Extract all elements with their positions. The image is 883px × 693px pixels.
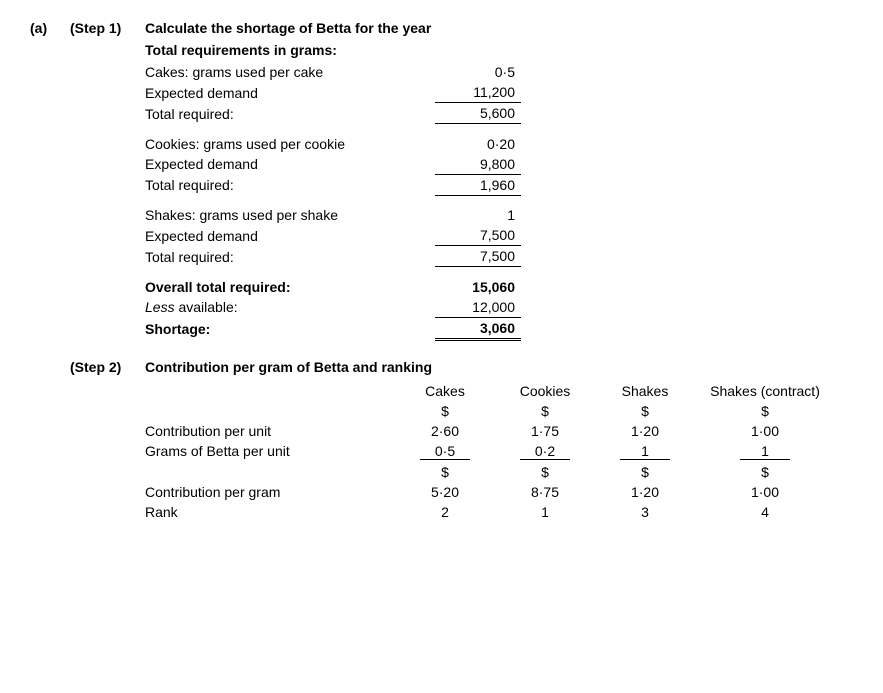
part-label: (a) <box>30 20 70 36</box>
table-row: Shortage: 3,060 <box>145 317 521 339</box>
table-row: Overall total required: 15,060 <box>145 277 521 297</box>
step1-header-row: (a) (Step 1) Calculate the shortage of B… <box>30 20 853 36</box>
cell-value: 1·00 <box>695 482 835 502</box>
cell-label: Total required: <box>145 103 435 124</box>
col-header: Cakes <box>395 381 495 401</box>
cpu-row: Contribution per unit 2·60 1·75 1·20 1·0… <box>145 421 835 441</box>
table-row: Total required: 7,500 <box>145 246 521 267</box>
currency-symbol: $ <box>595 462 695 482</box>
cell-value: 8·75 <box>495 482 595 502</box>
step1-requirements-title: Total requirements in grams: <box>145 42 853 58</box>
rank-row: Rank 2 1 3 4 <box>145 502 835 522</box>
row-label: Rank <box>145 502 395 522</box>
table-row: Expected demand 11,200 <box>145 82 521 103</box>
less-available-label: Less available: <box>145 297 435 318</box>
currency-symbol: $ <box>395 401 495 421</box>
step1-body-row: Total requirements in grams: Cakes: gram… <box>30 36 853 341</box>
cell-value: 7,500 <box>435 246 521 267</box>
step2-label: (Step 2) <box>70 359 145 375</box>
cell-value: 2 <box>395 502 495 522</box>
currency-symbol: $ <box>395 462 495 482</box>
gpu-row: Grams of Betta per unit 0·5 0·2 1 1 <box>145 441 835 462</box>
cell-value: 0·20 <box>435 134 521 154</box>
currency-row: $ $ $ $ <box>145 401 835 421</box>
cell-value: 1 <box>740 443 790 460</box>
cell-value: 1·20 <box>595 421 695 441</box>
row-label: Contribution per gram <box>145 482 395 502</box>
step2-title: Contribution per gram of Betta and ranki… <box>145 359 853 375</box>
currency-symbol: $ <box>595 401 695 421</box>
cell-label: Expected demand <box>145 82 435 103</box>
step1-label: (Step 1) <box>70 20 145 36</box>
cell-value: 5,600 <box>435 103 521 124</box>
table-row: Shakes: grams used per shake 1 <box>145 205 521 225</box>
less-available-value: 12,000 <box>435 297 521 318</box>
col-header: Cookies <box>495 381 595 401</box>
table-row: Expected demand 9,800 <box>145 154 521 175</box>
table-row: Cookies: grams used per cookie 0·20 <box>145 134 521 154</box>
cell-value: 0·5 <box>435 62 521 82</box>
currency-symbol: $ <box>495 401 595 421</box>
cell-label: Expected demand <box>145 154 435 175</box>
cell-value: 11,200 <box>435 82 521 103</box>
cell-value: 0·2 <box>520 443 570 460</box>
cell-value: 5·20 <box>395 482 495 502</box>
step2-content: Cakes Cookies Shakes Shakes (contract) $… <box>145 375 853 522</box>
currency-symbol: $ <box>695 462 835 482</box>
col-header: Shakes (contract) <box>695 381 835 401</box>
step1-table: Cakes: grams used per cake 0·5 Expected … <box>145 62 521 341</box>
shortage-value: 3,060 <box>435 317 521 339</box>
cell-value: 1·00 <box>695 421 835 441</box>
cell-label: Expected demand <box>145 225 435 246</box>
cell-value: 3 <box>595 502 695 522</box>
table-row: Total required: 1,960 <box>145 174 521 195</box>
table-row: Less available: 12,000 <box>145 297 521 318</box>
step2-header-row: (Step 2) Contribution per gram of Betta … <box>30 359 853 375</box>
cell-value: 1,960 <box>435 174 521 195</box>
currency-symbol: $ <box>695 401 835 421</box>
col-header: Shakes <box>595 381 695 401</box>
cell-value: 7,500 <box>435 225 521 246</box>
cpg-row: Contribution per gram 5·20 8·75 1·20 1·0… <box>145 482 835 502</box>
row-label: Grams of Betta per unit <box>145 441 395 462</box>
cell-label: Cookies: grams used per cookie <box>145 134 435 154</box>
cell-label: Cakes: grams used per cake <box>145 62 435 82</box>
table-row: Total required: 5,600 <box>145 103 521 124</box>
cell-label: Shakes: grams used per shake <box>145 205 435 225</box>
overall-required-label: Overall total required: <box>145 277 435 297</box>
step1-title: Calculate the shortage of Betta for the … <box>145 20 853 36</box>
cell-value: 2·60 <box>395 421 495 441</box>
cell-value: 4 <box>695 502 835 522</box>
cell-value: 1·20 <box>595 482 695 502</box>
cell-value: 0·5 <box>420 443 470 460</box>
currency-symbol: $ <box>495 462 595 482</box>
cell-value: 1·75 <box>495 421 595 441</box>
currency-row: $ $ $ $ <box>145 462 835 482</box>
cell-value: 1 <box>620 443 670 460</box>
table-row: Cakes: grams used per cake 0·5 <box>145 62 521 82</box>
table-header-row: Cakes Cookies Shakes Shakes (contract) <box>145 381 835 401</box>
cell-value: 1 <box>435 205 521 225</box>
step1-content: Total requirements in grams: Cakes: gram… <box>145 36 853 341</box>
row-label: Contribution per unit <box>145 421 395 441</box>
cell-value: 1 <box>495 502 595 522</box>
overall-required-value: 15,060 <box>435 277 521 297</box>
table-row: Expected demand 7,500 <box>145 225 521 246</box>
step2-table: Cakes Cookies Shakes Shakes (contract) $… <box>145 381 835 522</box>
cell-value: 9,800 <box>435 154 521 175</box>
step2-body-row: Cakes Cookies Shakes Shakes (contract) $… <box>30 375 853 522</box>
shortage-label: Shortage: <box>145 317 435 339</box>
cell-label: Total required: <box>145 174 435 195</box>
cell-label: Total required: <box>145 246 435 267</box>
